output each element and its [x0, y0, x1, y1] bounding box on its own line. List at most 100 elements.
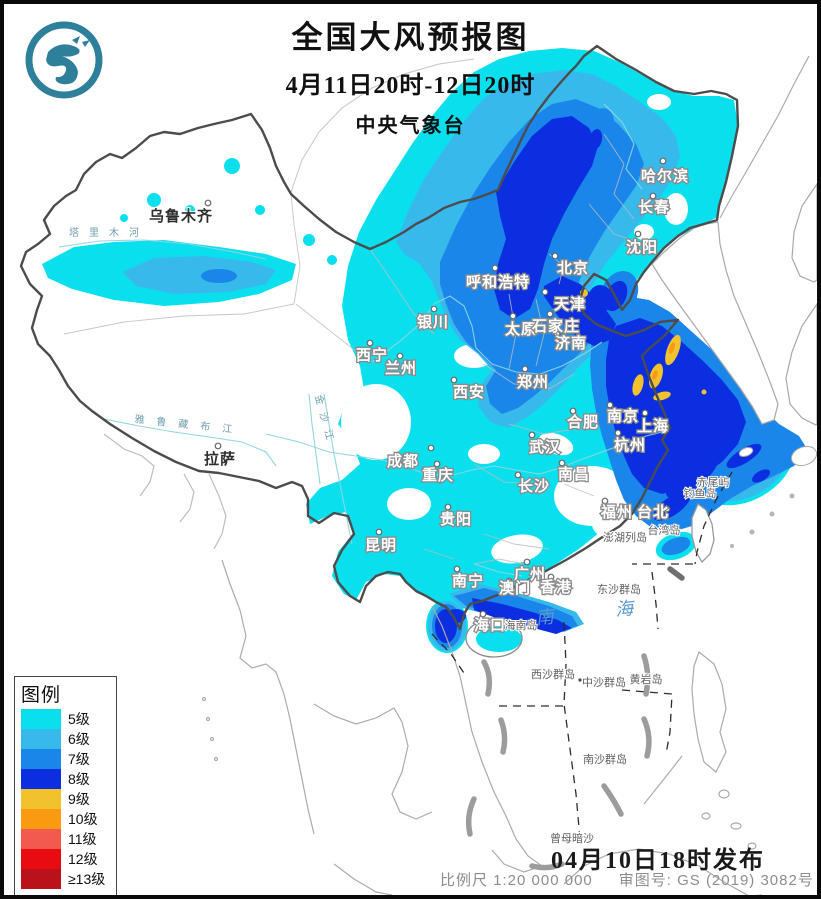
- city-label: 银川: [417, 313, 449, 331]
- city-label: 杭州: [614, 436, 646, 454]
- city-label: 上海: [637, 417, 669, 435]
- legend-label: 12级: [68, 851, 98, 867]
- legend-swatch: [21, 829, 61, 849]
- island-label: 澎湖列岛: [603, 530, 647, 544]
- city-label: 昆明: [365, 537, 397, 554]
- city-label: 北京: [557, 259, 589, 277]
- legend-item: 9级: [21, 789, 110, 809]
- island-label: 曾母暗沙: [550, 831, 594, 845]
- island-label: 赤尾屿: [697, 476, 730, 489]
- map-meta: 比例尺 1:20 000 000 审图号: GS (2019) 3082号: [440, 869, 814, 890]
- legend-item: 10级: [21, 809, 110, 829]
- island-label: 黄岩岛: [630, 672, 663, 686]
- river-label: 金沙江: [312, 393, 339, 449]
- wind-layer-8: [435, 116, 771, 643]
- legend-box: 图例 5级 6级 7级 8级 9级 10级 11级: [14, 676, 117, 895]
- legend-swatch: [21, 749, 61, 769]
- legend-title: 图例: [21, 685, 62, 706]
- island-markers: [534, 488, 690, 837]
- province-boundaries: [63, 133, 645, 565]
- city-label: 呼和浩特: [466, 273, 530, 291]
- legend-label: 9级: [68, 791, 90, 807]
- approval-number: 审图号: GS (2019) 3082号: [618, 872, 814, 889]
- nine-dash-line: [465, 566, 685, 871]
- city-labels: 乌鲁木齐 哈尔滨 长春 沈阳 北京 天津 呼和浩特 银川 西宁 兰州 太原 石家…: [148, 166, 689, 636]
- island-label: 东沙群岛: [597, 582, 641, 596]
- legend-label: 11级: [68, 831, 97, 847]
- city-label: 郑州: [517, 373, 549, 391]
- legend-item: 8级: [21, 769, 110, 789]
- legend-item: ≥13级: [21, 869, 110, 889]
- city-label: 沈阳: [626, 238, 658, 256]
- city-label: 石家庄: [531, 317, 580, 335]
- wind-layer-9: [580, 289, 707, 401]
- river-label: 雅鲁藏布江: [134, 412, 245, 436]
- city-label: 天津: [554, 295, 586, 313]
- city-label: 合肥: [566, 413, 599, 431]
- cma-logo: [25, 21, 103, 99]
- legend-label: 5级: [68, 711, 90, 727]
- city-label: 海口: [474, 616, 506, 634]
- city-label: 哈尔滨: [641, 167, 689, 185]
- maritime-boundaries: [431, 471, 733, 871]
- city-label: 长沙: [518, 477, 550, 495]
- legend-swatch: [21, 769, 61, 789]
- legend-item: 7级: [21, 749, 110, 769]
- legend-item: 5级: [21, 709, 110, 729]
- legend-swatch: [21, 709, 61, 729]
- legend-label: 10级: [68, 811, 98, 827]
- city-label: 济南: [555, 334, 587, 352]
- city-label: 西宁: [356, 346, 388, 364]
- taiwan-hainan: [465, 502, 715, 658]
- city-label: 拉萨: [204, 450, 236, 468]
- city-label: 广州: [514, 565, 546, 583]
- city-label: 福州: [600, 503, 633, 521]
- rivers: [58, 103, 663, 577]
- city-label: 重庆: [422, 466, 454, 484]
- island-labels: 台湾岛 澎湖列岛 海南岛 东沙群岛 西沙群岛 中沙群岛 黄岩岛 南沙群岛 曾母暗…: [504, 475, 731, 846]
- legend-label: 7级: [68, 751, 90, 767]
- map-scale: 比例尺 1:20 000 000: [440, 872, 593, 889]
- legend-label: 8级: [68, 771, 90, 787]
- city-label: 贵阳: [440, 510, 472, 528]
- legend-swatch: [21, 729, 61, 749]
- island-label: 西沙群岛: [531, 667, 575, 681]
- china-border: [19, 44, 740, 631]
- island-label: 南沙群岛: [583, 752, 627, 766]
- legend-swatch: [21, 869, 61, 889]
- china-wind-map: 乌鲁木齐 哈尔滨 长春 沈阳 北京 天津 呼和浩特 银川 西宁 兰州 太原 石家…: [19, 44, 817, 895]
- legend-item: 11级: [21, 829, 110, 849]
- legend-label: ≥13级: [68, 871, 106, 887]
- south-china-sea-label: 南 海: [535, 596, 656, 628]
- legend-item: 12级: [21, 849, 110, 869]
- city-label: 长春: [638, 198, 670, 216]
- city-label: 香港: [540, 578, 572, 596]
- city-label: 西安: [453, 383, 485, 401]
- legend-item: 6级: [21, 729, 110, 749]
- island-label: 海南岛: [505, 618, 538, 632]
- logo-crest: [72, 36, 90, 47]
- city-label: 南京: [607, 407, 639, 425]
- city-label: 台北: [637, 503, 669, 521]
- city-label: 兰州: [385, 359, 417, 377]
- island-label: 钓鱼岛: [684, 486, 717, 500]
- legend-swatch: [21, 809, 61, 829]
- korea-japan: [651, 182, 817, 548]
- city-label: 武汉: [529, 438, 561, 456]
- city-label: 成都: [387, 452, 419, 470]
- city-label: 南昌: [558, 465, 590, 483]
- city-label: 乌鲁木齐: [149, 207, 213, 225]
- legend-label: 6级: [68, 731, 90, 747]
- river-label: 塔里木河: [69, 226, 149, 239]
- legend-swatch: [21, 849, 61, 869]
- city-label: 南宁: [452, 572, 484, 590]
- thin-dash-lines: [431, 471, 733, 840]
- city-label: 太原: [505, 320, 537, 338]
- logo-ring: [25, 21, 103, 99]
- city-label: 澳门: [499, 579, 531, 597]
- island-label: 台湾岛: [648, 523, 681, 537]
- island-label: 中沙群岛: [582, 675, 626, 689]
- logo-dragon: [46, 44, 80, 85]
- release-time: 04月10日18时发布: [551, 848, 765, 874]
